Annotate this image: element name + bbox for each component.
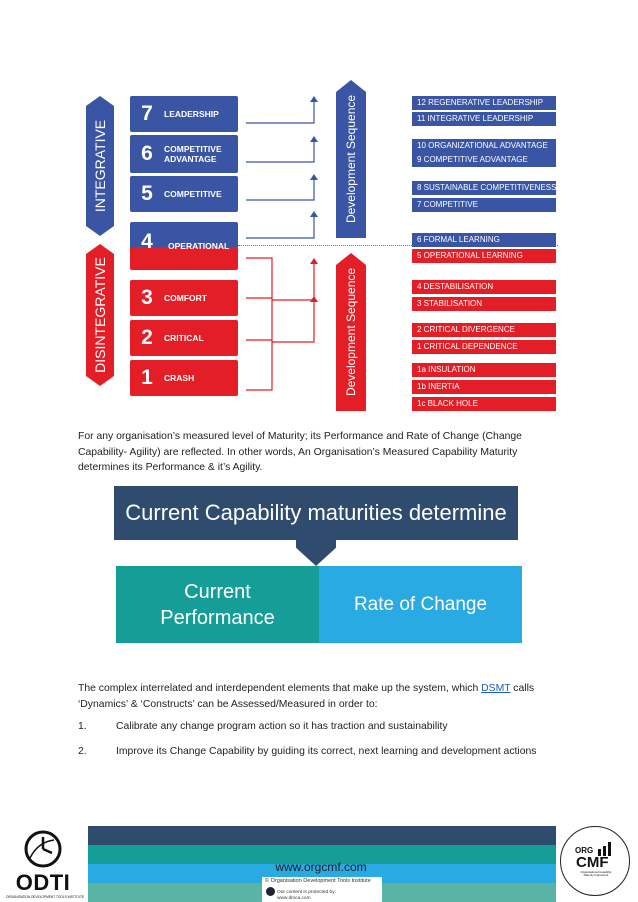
stage-2: 2 CRITICAL DIVERGENCE [412,323,556,337]
level-label: COMPETITIVE ADVANTAGE [164,144,222,164]
dmca-line-2: www.dmca.com [277,896,311,901]
connector-arrowhead [310,136,318,142]
odti-wordmark: ODTI [15,870,71,895]
orgcmf-logo [560,826,630,896]
level-number: 7 [141,102,153,125]
level-5: 5 COMPETITIVE [130,176,238,212]
stage-12: 12 REGENERATIVE LEADERSHIP [412,96,556,110]
level-label: LEADERSHIP [164,109,219,119]
level-label: COMPETITIVE [164,189,222,199]
stage-9: 9 COMPETITIVE ADVANTAGE [412,153,556,167]
level-number: 4 [141,230,153,253]
level-number: 1 [141,366,153,389]
level-label: CRASH [164,373,195,383]
stage-6: 6 FORMAL LEARNING [412,233,556,247]
list-item: 1. Calibrate any change program action so… [78,721,448,732]
footer-url[interactable]: www.orgcmf.com [275,860,367,874]
maturity-paragraph: For any organisation’s measured level of… [78,431,522,473]
stage-5: 5 OPERATIONAL LEARNING [412,249,556,263]
capability-heading: Current Capability maturities determine [114,486,518,540]
connector-arrowhead [310,96,318,102]
bar-chart-icon [598,842,611,856]
footer-copyright-box [262,877,382,902]
stage-1: 1 CRITICAL DEPENDENCE [412,340,556,354]
development-sequence-label: Development Sequence [344,94,358,224]
orgcmf-org: ORG [575,846,594,855]
connector-arrows [246,96,318,391]
level-7: 7 LEADERSHIP [130,96,238,132]
stage-7: 7 COMPETITIVE [412,198,556,212]
level-2: 2 CRITICAL [130,320,238,356]
connector-arrow [272,262,315,343]
connector-arrow [246,215,315,239]
connector-arrow [246,178,315,201]
dmca-badge[interactable]: Our content is protected by: www.dmca.co… [266,887,336,902]
connector-arrowhead [310,174,318,180]
stage-8: 8 SUSTAINABLE COMPETITIVENESS [412,181,556,195]
development-sequence-up: Development Sequence [336,80,366,238]
rate-of-change-label: Rate of Change [353,593,488,615]
stage-11: 11 INTEGRATIVE LEADERSHIP [412,112,556,126]
connector-arrowhead [310,211,318,217]
level-number: 3 [141,286,153,309]
level-6: 6 COMPETITIVE ADVANTAGE [130,135,238,173]
list-text: Improve its Change Capability by guiding… [116,746,537,757]
list-number: 1. [78,721,87,732]
level-4: 4 OPERATIONAL [130,222,238,270]
stage-1c: 1c BLACK HOLE [412,397,556,411]
orgcmf-subtitle: Organisational Capability Maturity Frame… [580,870,612,878]
stage-10: 10 ORGANIZATIONAL ADVANTAGE [412,139,556,153]
current-performance-label: Current Performance [160,580,275,629]
dsmt-link[interactable]: DSMT [481,683,511,694]
footer-copyright: © Organisation Development Tools Institu… [265,878,371,884]
level-number: 2 [141,326,153,349]
odti-subtitle: ORGANISATION DEVELOPMENT TOOLS INSTITUTE [6,895,85,899]
level-1: 1 CRASH [130,360,238,396]
level-number: 5 [141,182,153,205]
footer-band [88,826,556,845]
system-paragraph: The complex interrelated and interdepend… [78,681,568,712]
connector-bracket [246,257,273,391]
level-4-red-half [130,247,238,270]
connector-arrow [246,100,315,124]
connector-arrow [246,140,315,163]
system-paragraph-text: calls ‘Dynamics’ & ‘Constructs’ can be A… [78,683,535,710]
level-number: 6 [141,142,153,165]
stage-1a: 1a INSULATION [412,363,556,377]
stage-3: 3 STABILISATION [412,297,556,311]
level-3: 3 COMFORT [130,280,238,316]
divider-line [238,245,558,246]
odti-logo-icon [24,830,62,868]
orgcmf-cmf: CMF [576,854,609,871]
stage-1b: 1b INERTIA [412,380,556,394]
footer-band [88,864,556,883]
level-label: CRITICAL [164,333,204,343]
footer-band [88,845,556,864]
level-4-blue-half [130,222,238,247]
list-text: Calibrate any change program action so i… [116,721,448,732]
list-item: 2. Improve its Change Capability by guidi… [78,746,536,757]
system-paragraph-text: The complex interrelated and interdepend… [78,683,482,694]
down-arrow-icon [296,540,336,566]
rate-of-change-box: Rate of Change [319,566,522,643]
connector-arrowhead [310,296,318,302]
integrative-banner: INTEGRATIVE [86,96,114,236]
dmca-icon [266,887,275,896]
development-sequence-down: Development Sequence [336,253,366,411]
stage-4: 4 DESTABILISATION [412,280,556,294]
dmca-line-1: Our content is protected by: [277,889,336,895]
list-number: 2. [78,746,87,757]
current-performance-box: Current Performance [116,566,319,643]
disintegrative-banner: DISINTEGRATIVE [86,244,114,386]
development-sequence-label: Development Sequence [344,267,358,397]
level-label: COMFORT [164,293,207,303]
connector-arrowhead [310,258,318,264]
level-label: OPERATIONAL [168,241,230,251]
